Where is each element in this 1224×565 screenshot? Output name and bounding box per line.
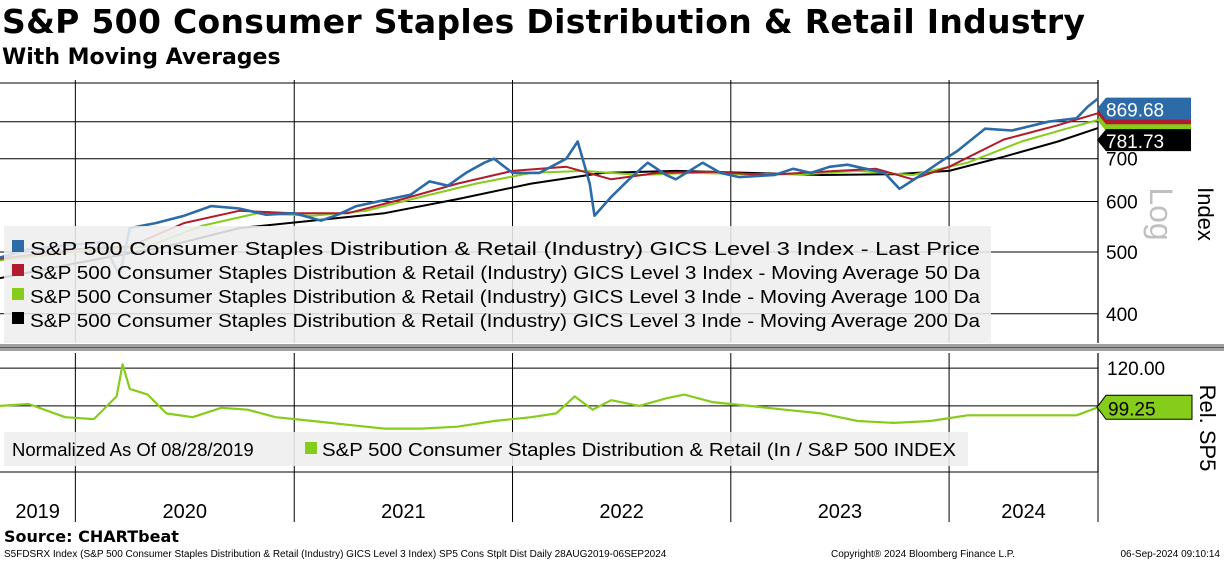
x-tick-label: 2019 — [15, 501, 60, 523]
legend-swatch — [12, 312, 24, 324]
price-value-tag: 869.68 — [1097, 97, 1191, 122]
footer-timestamp: 06-Sep-2024 09:10:14 — [1120, 549, 1220, 560]
y-tick-label: 700 — [1106, 150, 1138, 171]
footer-description: S5FDSRX Index (S&P 500 Consumer Staples … — [4, 549, 667, 560]
legend-swatch — [305, 442, 317, 454]
legend-swatch — [12, 240, 24, 252]
series-line — [0, 97, 1099, 277]
value-tag-text: 99.25 — [1108, 399, 1156, 420]
legend-entry: S&P 500 Consumer Staples Distribution & … — [30, 238, 980, 259]
legend-swatch — [12, 264, 24, 276]
footer-copyright: Copyright® 2024 Bloomberg Finance L.P. — [831, 549, 1015, 560]
y-tick-label: 120.00 — [1107, 359, 1165, 380]
legend-entry: S&P 500 Consumer Staples Distribution & … — [30, 310, 981, 331]
x-tick-label: 2022 — [599, 501, 644, 523]
legend: S&P 500 Consumer Staples Distribution & … — [4, 226, 991, 343]
chart-subtitle: With Moving Averages — [2, 45, 281, 70]
legend-entry: S&P 500 Consumer Staples Distribution & … — [30, 286, 981, 307]
value-tag-text: 781.73 — [1106, 132, 1164, 153]
value-tag-text: 869.68 — [1106, 101, 1164, 122]
value-tag-shape — [1097, 97, 1191, 120]
chart-title: S&P 500 Consumer Staples Distribution & … — [2, 2, 1086, 41]
y-tick-label: 500 — [1106, 243, 1138, 264]
relative-series-line — [0, 363, 1099, 430]
legend-swatch — [12, 288, 24, 300]
value-tag-shape — [1096, 394, 1193, 420]
legend-entry: S&P 500 Consumer Staples Distribution & … — [322, 439, 956, 460]
value-tag-shape — [1097, 129, 1191, 152]
relative-value-tag: 99.25 — [1096, 394, 1193, 420]
y-axis-title: Rel. SP5 — [1195, 385, 1220, 472]
source-label: Source: CHARTbeat — [4, 527, 179, 546]
y-tick-label: 600 — [1106, 192, 1138, 213]
legend-background — [4, 226, 991, 343]
x-tick-label: 2023 — [818, 501, 863, 523]
x-tick-label: 2021 — [381, 501, 426, 523]
ma200-value-tag: 781.73 — [1097, 129, 1191, 153]
normalization-note: Normalized As Of 08/28/2019 — [12, 439, 254, 460]
y-tick-label: 400 — [1106, 305, 1138, 326]
legend-background — [4, 432, 968, 466]
y-axis-title: Index — [1193, 187, 1218, 241]
x-tick-label: 2024 — [1001, 501, 1046, 523]
scale-label: Log — [1143, 187, 1179, 240]
x-tick-label: 2020 — [163, 501, 208, 523]
series-line — [0, 112, 1099, 260]
legend-entry: S&P 500 Consumer Staples Distribution & … — [30, 262, 981, 283]
lower-legend: Normalized As Of 08/28/2019 S&P 500 Consu… — [4, 432, 968, 466]
